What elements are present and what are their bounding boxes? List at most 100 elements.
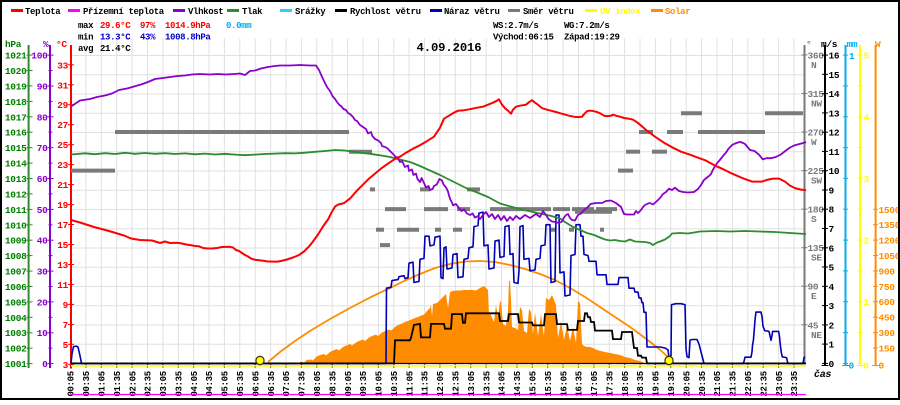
svg-text:20:05: 20:05 (682, 371, 692, 396)
svg-text:14: 14 (829, 89, 840, 100)
svg-text:17:05: 17:05 (590, 371, 600, 396)
svg-text:0: 0 (849, 361, 855, 372)
svg-text:06:35: 06:35 (267, 371, 277, 396)
svg-text:13:35: 13:35 (482, 371, 492, 396)
svg-text:80: 80 (37, 112, 48, 123)
svg-text:16:05: 16:05 (559, 371, 569, 396)
svg-text:1018: 1018 (5, 97, 27, 108)
svg-text:1007: 1007 (5, 267, 27, 278)
svg-text:%: % (43, 39, 49, 50)
svg-text:Rychlost větru: Rychlost větru (350, 7, 421, 17)
svg-text:1350: 1350 (879, 220, 900, 231)
svg-text:Západ:19:29: Západ:19:29 (564, 33, 620, 43)
svg-text:1010: 1010 (5, 220, 27, 231)
svg-text:20:35: 20:35 (698, 371, 708, 396)
svg-text:600: 600 (879, 297, 896, 308)
svg-text:E: E (811, 291, 817, 302)
svg-text:07:35: 07:35 (298, 371, 308, 396)
svg-text:9: 9 (63, 300, 69, 311)
svg-text:21.4°C: 21.4°C (100, 44, 131, 54)
svg-text:05:05: 05:05 (221, 371, 231, 396)
svg-text:NW: NW (811, 99, 822, 110)
svg-text:Vlhkost: Vlhkost (188, 7, 223, 17)
svg-text:Tlak: Tlak (242, 7, 263, 17)
svg-text:1020: 1020 (5, 66, 27, 77)
svg-text:Přízemní teplota: Přízemní teplota (83, 7, 165, 17)
svg-text:5: 5 (829, 263, 835, 274)
svg-text:4.09.2016: 4.09.2016 (417, 41, 482, 55)
svg-text:97%: 97% (140, 21, 156, 31)
svg-text:08:05: 08:05 (313, 371, 323, 396)
svg-text:01:05: 01:05 (98, 371, 108, 396)
svg-text:1005: 1005 (5, 297, 27, 308)
svg-text:1050: 1050 (879, 251, 900, 262)
svg-text:150: 150 (879, 344, 896, 355)
svg-text:Teplota: Teplota (25, 7, 61, 17)
svg-text:900: 900 (879, 266, 896, 277)
svg-text:1: 1 (829, 340, 835, 351)
svg-text:04:05: 04:05 (190, 371, 200, 396)
svg-text:6: 6 (829, 243, 835, 254)
svg-text:Východ:06:15: Východ:06:15 (493, 33, 554, 43)
svg-text:18:05: 18:05 (621, 371, 631, 396)
svg-text:0: 0 (829, 359, 835, 370)
svg-text:1003: 1003 (5, 328, 27, 339)
svg-text:WS:2.7m/s: WS:2.7m/s (493, 21, 538, 31)
svg-text:40: 40 (37, 236, 48, 247)
svg-text:13: 13 (829, 108, 840, 119)
svg-text:SE: SE (811, 253, 822, 264)
svg-text:02:35: 02:35 (144, 371, 154, 396)
svg-text:10:35: 10:35 (390, 371, 400, 396)
svg-text:20: 20 (37, 297, 48, 308)
svg-text:09:05: 09:05 (344, 371, 354, 396)
svg-text:1012: 1012 (5, 189, 27, 200)
svg-text:11: 11 (829, 147, 840, 158)
svg-text:1002: 1002 (5, 344, 27, 355)
svg-text:°: ° (806, 39, 812, 50)
svg-text:3: 3 (829, 301, 835, 312)
svg-text:3: 3 (63, 360, 69, 371)
svg-text:hPa: hPa (5, 39, 22, 50)
svg-text:1021: 1021 (5, 51, 27, 62)
svg-text:01:35: 01:35 (113, 371, 123, 396)
svg-text:0: 0 (863, 361, 869, 372)
svg-text:Směr větru: Směr větru (523, 7, 574, 17)
svg-text:Srážky: Srážky (295, 7, 326, 17)
svg-text:300: 300 (879, 328, 896, 339)
svg-text:00:35: 00:35 (82, 371, 92, 396)
svg-text:21:35: 21:35 (729, 371, 739, 396)
svg-text:08:35: 08:35 (328, 371, 338, 396)
svg-text:avg: avg (78, 44, 93, 54)
svg-text:10: 10 (37, 328, 48, 339)
svg-text:mm: mm (847, 39, 858, 50)
svg-text:10:05: 10:05 (375, 371, 385, 396)
svg-text:1500: 1500 (879, 205, 900, 216)
svg-text:13:05: 13:05 (467, 371, 477, 396)
svg-text:2: 2 (864, 236, 870, 247)
svg-text:1: 1 (864, 297, 870, 308)
svg-text:1015: 1015 (5, 143, 27, 154)
svg-text:2: 2 (829, 320, 835, 331)
svg-text:0.0mm: 0.0mm (226, 21, 252, 31)
svg-text:N: N (811, 60, 817, 71)
svg-text:0: 0 (42, 359, 48, 370)
svg-text:5: 5 (864, 51, 870, 62)
svg-text:0: 0 (879, 361, 885, 372)
svg-text:09:35: 09:35 (359, 371, 369, 396)
svg-text:21: 21 (57, 180, 68, 191)
svg-text:1008: 1008 (5, 251, 27, 262)
svg-text:12: 12 (829, 128, 840, 139)
svg-text:max: max (78, 21, 94, 31)
svg-text:8: 8 (829, 205, 835, 216)
svg-text:13: 13 (57, 260, 68, 271)
svg-text:25: 25 (57, 140, 68, 151)
svg-text:02:05: 02:05 (128, 371, 138, 396)
svg-text:15:05: 15:05 (529, 371, 539, 396)
svg-text:WG:7.2m/s: WG:7.2m/s (564, 21, 609, 31)
svg-text:70: 70 (37, 143, 48, 154)
svg-text:1017: 1017 (5, 112, 27, 123)
svg-text:750: 750 (879, 282, 896, 293)
svg-text:°C: °C (56, 39, 67, 50)
svg-text:05:35: 05:35 (236, 371, 246, 396)
svg-text:1004: 1004 (5, 313, 27, 324)
